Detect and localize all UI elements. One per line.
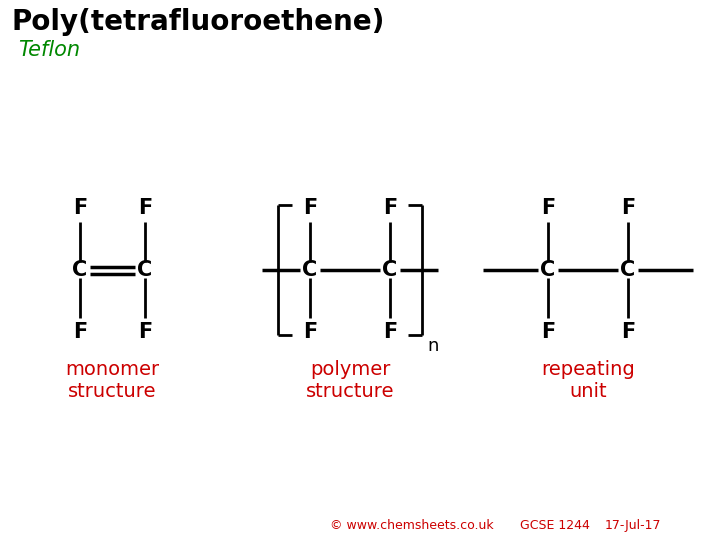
Text: Teflon: Teflon bbox=[18, 40, 80, 60]
Text: C: C bbox=[302, 260, 318, 280]
Text: C: C bbox=[73, 260, 88, 280]
Text: n: n bbox=[427, 337, 438, 355]
Text: C: C bbox=[621, 260, 636, 280]
Text: F: F bbox=[138, 322, 152, 342]
Text: monomer
structure: monomer structure bbox=[66, 360, 160, 401]
Text: C: C bbox=[382, 260, 397, 280]
Text: 17-Jul-17: 17-Jul-17 bbox=[605, 519, 662, 532]
Text: F: F bbox=[383, 198, 397, 218]
Text: F: F bbox=[383, 322, 397, 342]
Text: GCSE 1244: GCSE 1244 bbox=[520, 519, 590, 532]
Text: F: F bbox=[138, 198, 152, 218]
Text: C: C bbox=[541, 260, 556, 280]
Text: F: F bbox=[541, 322, 555, 342]
Text: F: F bbox=[541, 198, 555, 218]
Text: polymer
structure: polymer structure bbox=[306, 360, 395, 401]
Text: F: F bbox=[73, 198, 87, 218]
Text: © www.chemsheets.co.uk: © www.chemsheets.co.uk bbox=[330, 519, 494, 532]
Text: C: C bbox=[138, 260, 153, 280]
Text: Poly(tetrafluoroethene): Poly(tetrafluoroethene) bbox=[12, 8, 385, 36]
Text: F: F bbox=[621, 198, 635, 218]
Text: F: F bbox=[303, 198, 317, 218]
Text: F: F bbox=[303, 322, 317, 342]
Text: F: F bbox=[621, 322, 635, 342]
Text: repeating
unit: repeating unit bbox=[541, 360, 635, 401]
Text: F: F bbox=[73, 322, 87, 342]
